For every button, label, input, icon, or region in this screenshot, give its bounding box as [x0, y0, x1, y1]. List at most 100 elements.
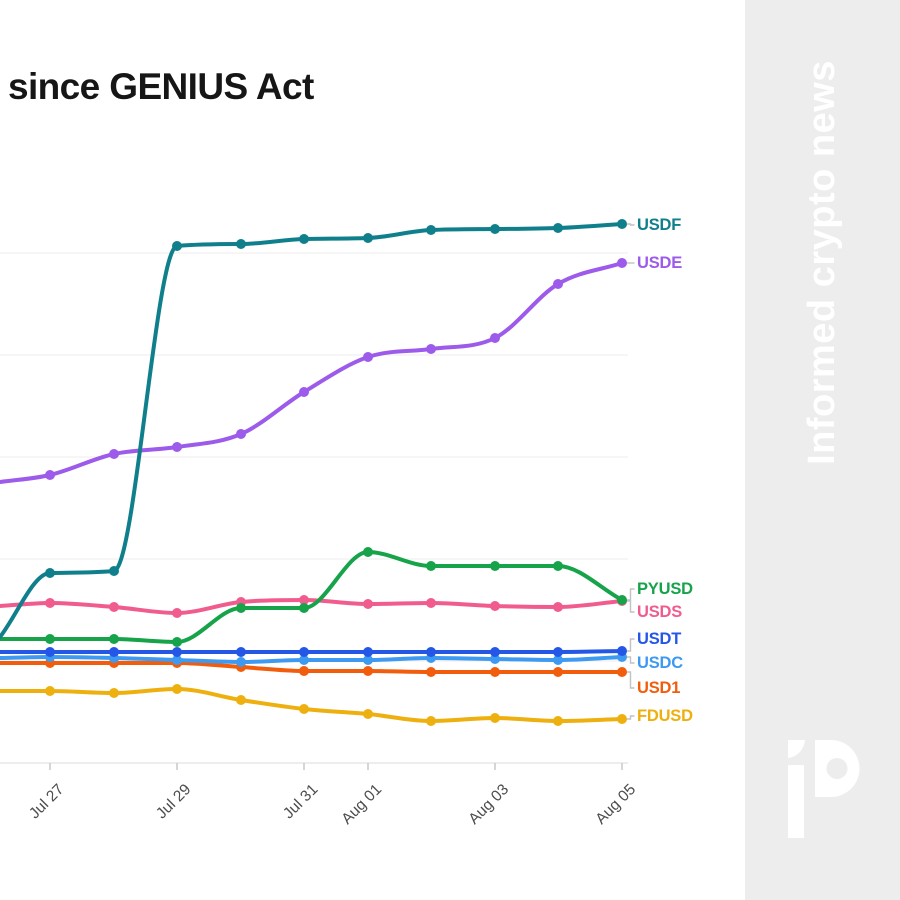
data-point-usdt [45, 647, 55, 657]
data-point-usds [490, 601, 500, 611]
data-point-usdf [236, 239, 246, 249]
data-point-pyusd [109, 634, 119, 644]
label-leader-usdc [627, 656, 635, 664]
data-point-usdc [236, 657, 246, 667]
data-point-usdt [363, 647, 373, 657]
series-label-usdt: USDT [637, 630, 682, 648]
data-point-pyusd [299, 603, 309, 613]
logo-shapes [788, 740, 860, 838]
data-point-usde [299, 387, 309, 397]
data-point-usde [490, 333, 500, 343]
label-leader-fdusd [627, 715, 635, 720]
data-point-usdf [172, 241, 182, 251]
brand-logo-icon [788, 740, 860, 838]
data-point-usdc [490, 654, 500, 664]
data-point-fdusd [363, 709, 373, 719]
data-point-usd1 [553, 667, 563, 677]
data-point-fdusd [299, 704, 309, 714]
series-line-usdf [0, 222, 624, 639]
data-point-usdt [236, 647, 246, 657]
data-point-usds [45, 598, 55, 608]
data-point-usde [45, 470, 55, 480]
data-point-pyusd [363, 547, 373, 557]
data-point-pyusd [45, 634, 55, 644]
data-point-usde [236, 429, 246, 439]
data-point-pyusd [490, 561, 500, 571]
data-point-usdt [299, 647, 309, 657]
label-leader-usdf [627, 223, 635, 226]
logo-i-dot [788, 740, 805, 758]
label-leader-usds [627, 600, 635, 613]
brand-sidebar: Informed crypto news [745, 0, 900, 900]
data-point-usdf [553, 223, 563, 233]
data-point-usds [172, 608, 182, 618]
series-line-usd1 [0, 661, 624, 674]
data-point-fdusd [617, 714, 627, 724]
data-point-usds [363, 599, 373, 609]
line-chart-canvas [0, 219, 635, 770]
series-label-usdf: USDF [637, 216, 682, 234]
data-point-usds [109, 602, 119, 612]
data-point-usdf [363, 233, 373, 243]
brand-tagline-wrap: Informed crypto news [745, 0, 900, 525]
data-point-usdf [426, 225, 436, 235]
data-point-pyusd [617, 595, 627, 605]
data-point-usds [426, 598, 436, 608]
data-point-usde [426, 344, 436, 354]
data-point-usdt [172, 647, 182, 657]
data-point-pyusd [553, 561, 563, 571]
data-point-usdt [426, 647, 436, 657]
data-point-usdf [109, 566, 119, 576]
data-point-usdf [490, 224, 500, 234]
data-point-fdusd [236, 695, 246, 705]
logo-p-hole [826, 758, 848, 779]
data-point-usde [363, 352, 373, 362]
data-point-usdt [109, 647, 119, 657]
data-point-usdc [172, 655, 182, 665]
data-point-usdf [299, 234, 309, 244]
label-leader-pyusd [627, 588, 635, 601]
data-point-pyusd [172, 637, 182, 647]
series-line-usdt [0, 649, 624, 654]
data-point-usd1 [617, 667, 627, 677]
label-leader-usdt [627, 638, 635, 652]
data-point-usde [172, 442, 182, 452]
series-line-fdusd [0, 686, 624, 724]
data-point-usdf [617, 219, 627, 229]
series-label-pyusd: PYUSD [637, 580, 693, 598]
data-point-usdt [490, 647, 500, 657]
series-label-usdc: USDC [637, 654, 683, 672]
series-line-usde [0, 261, 624, 484]
data-point-usde [553, 279, 563, 289]
data-point-usde [109, 449, 119, 459]
data-point-fdusd [45, 686, 55, 696]
data-point-usdc [553, 655, 563, 665]
data-point-usdt [553, 647, 563, 657]
chart-title: since GENIUS Act [8, 66, 314, 107]
data-point-fdusd [109, 688, 119, 698]
series-label-fdusd: FDUSD [637, 707, 693, 725]
label-leader-usd1 [627, 671, 635, 689]
data-point-usde [617, 258, 627, 268]
data-point-fdusd [172, 684, 182, 694]
data-point-usdc [363, 655, 373, 665]
series-line-pyusd [0, 549, 624, 645]
data-point-pyusd [426, 561, 436, 571]
series-label-usde: USDE [637, 254, 683, 272]
brand-tagline: Informed crypto news [801, 60, 843, 465]
data-point-usdt [617, 646, 627, 656]
data-point-fdusd [426, 716, 436, 726]
data-point-usds [553, 602, 563, 612]
data-point-usd1 [299, 666, 309, 676]
data-point-usd1 [426, 667, 436, 677]
data-point-usdc [299, 655, 309, 665]
data-point-pyusd [236, 603, 246, 613]
data-point-fdusd [490, 713, 500, 723]
data-point-usds [299, 595, 309, 605]
data-point-usdf [45, 568, 55, 578]
series-label-usd1: USD1 [637, 679, 681, 697]
data-point-usd1 [490, 667, 500, 677]
logo-i-stem [788, 765, 804, 838]
series-label-usds: USDS [637, 603, 683, 621]
data-point-fdusd [553, 716, 563, 726]
